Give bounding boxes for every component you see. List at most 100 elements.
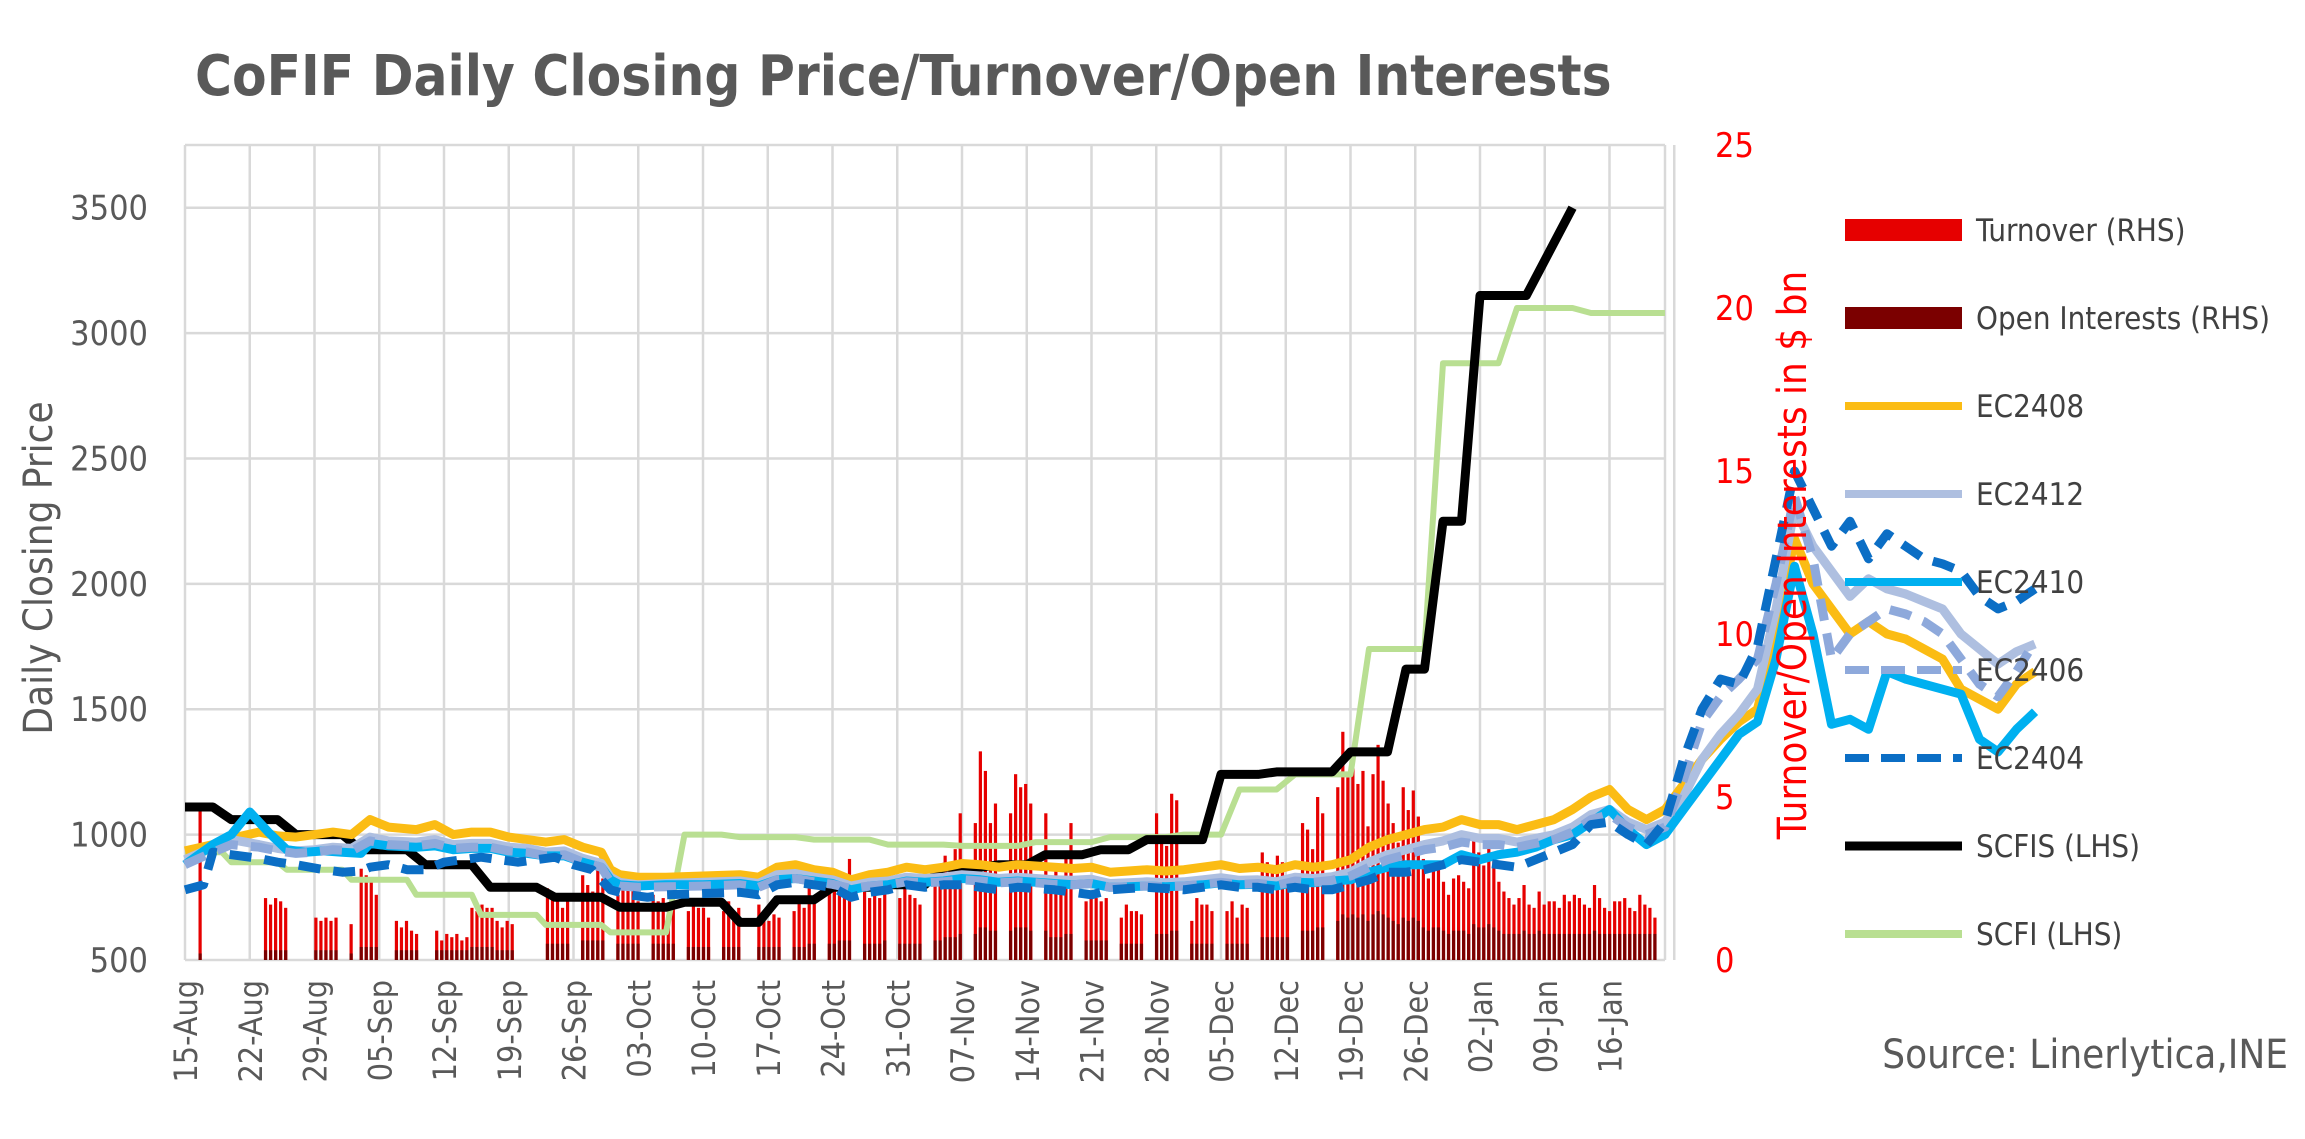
turnover-bar [1159,836,1164,960]
open-interest-bar [878,943,882,960]
open-interest-bar [1653,933,1657,960]
turnover-bar [1517,898,1521,960]
turnover-bar [1426,878,1431,960]
open-interest-bar [903,943,907,960]
open-interest-bar [1089,940,1093,960]
legend-label: Open Interests (RHS) [1976,301,2270,337]
x-tick-label: 19-Sep [491,980,529,1081]
open-interest-bar [1376,911,1380,960]
open-interest-bar [767,946,771,960]
open-interest-bar [671,943,675,960]
turnover-bar [953,849,957,960]
turnover-bar [868,898,872,960]
y2-tick-label: 0 [1715,941,1734,981]
open-interest-bar [581,940,585,960]
turnover-bar [757,904,761,960]
turnover-bar [696,907,701,960]
open-interest-bar [475,946,479,960]
open-interest-bar [505,950,509,960]
turnover-bar [1391,823,1395,960]
open-interest-bar [1572,933,1576,960]
turnover-bar [1124,904,1128,960]
open-interest-bar [1099,940,1103,960]
turnover-bar [1049,881,1053,960]
open-interest-bar [918,943,922,960]
open-interest-bar [686,946,691,960]
turnover-bar [1482,865,1486,960]
open-interest-bar [792,946,796,960]
open-interest-bar [933,940,937,960]
open-interest-bar [1582,933,1587,960]
turnover-bar [470,907,474,960]
open-interest-bar [1638,933,1642,960]
open-interest-bar [465,950,469,960]
turnover-bar [767,920,771,960]
x-tick-label: 19-Dec [1333,980,1371,1083]
open-interest-bar [1336,920,1340,960]
open-interest-bar [1170,930,1174,960]
open-interest-bar [1497,930,1501,960]
turnover-bar [1421,858,1425,960]
open-interest-bar [1104,940,1108,960]
open-interest-bar [274,950,278,960]
turnover-bar [691,898,696,960]
open-interest-bar [762,946,766,960]
open-interest-bar [510,950,514,960]
turnover-bar [832,891,836,960]
turnover-bar [1527,904,1531,960]
legend-label: EC2406 [1976,653,2084,689]
open-interest-bar [1356,917,1360,960]
turnover-bar [510,924,514,960]
open-interest-bar [1532,933,1536,960]
series-line-ec2404 [183,466,2038,902]
turnover-bar [1205,904,1209,960]
legend-label: SCFIS (LHS) [1976,829,2140,865]
open-interest-bar [1311,930,1315,960]
turnover-bar [878,898,882,960]
turnover-bar [284,907,288,960]
open-interest-bar [1557,933,1561,960]
x-tick-label: 26-Sep [556,980,594,1081]
turnover-bar [329,920,333,960]
turnover-bar [1492,858,1496,960]
x-tick-label: 17-Oct [750,980,788,1078]
turnover-bar [626,885,630,960]
series-lines [182,205,2039,936]
open-interest-bar [1019,927,1023,960]
series-line-ec2408 [184,534,2038,885]
y2-tick-label: 10 [1715,615,1754,655]
open-interest-bar [1049,937,1053,960]
open-interest-bar [696,946,701,960]
open-interest-bar [757,946,761,960]
turnover-bar [1064,855,1068,960]
turnover-bar [465,937,469,960]
turnover-bar [777,917,781,960]
turnover-bar [631,885,635,960]
open-interest-bar [1129,943,1133,960]
turnover-bar [847,858,852,960]
turnover-bar [1431,868,1436,960]
turnover-bar [1094,898,1098,960]
legend-label: EC2404 [1976,741,2084,777]
open-interest-bar [631,943,635,960]
open-interest-bar [1240,943,1244,960]
turnover-bar [1059,888,1063,960]
turnover-bar [651,894,655,960]
turnover-bar [1311,849,1315,960]
open-interest-bar [1316,927,1320,960]
open-interest-bar [661,943,665,960]
legend-label: EC2412 [1976,477,2084,513]
turnover-bar [1638,894,1642,960]
open-interest-bar [913,943,917,960]
turnover-bar [1265,862,1269,960]
legend-swatch-turnover [1845,219,1962,241]
open-interest-bar [1245,943,1249,960]
open-interest-bar [1462,930,1466,960]
open-interest-bar [636,943,640,960]
open-interest-bar [827,943,831,960]
open-interest-bar [1472,924,1476,960]
x-tick-label: 16-Jan [1592,980,1630,1073]
legend-label: Turnover (RHS) [1975,213,2185,249]
x-tick-label: 12-Sep [426,980,464,1081]
